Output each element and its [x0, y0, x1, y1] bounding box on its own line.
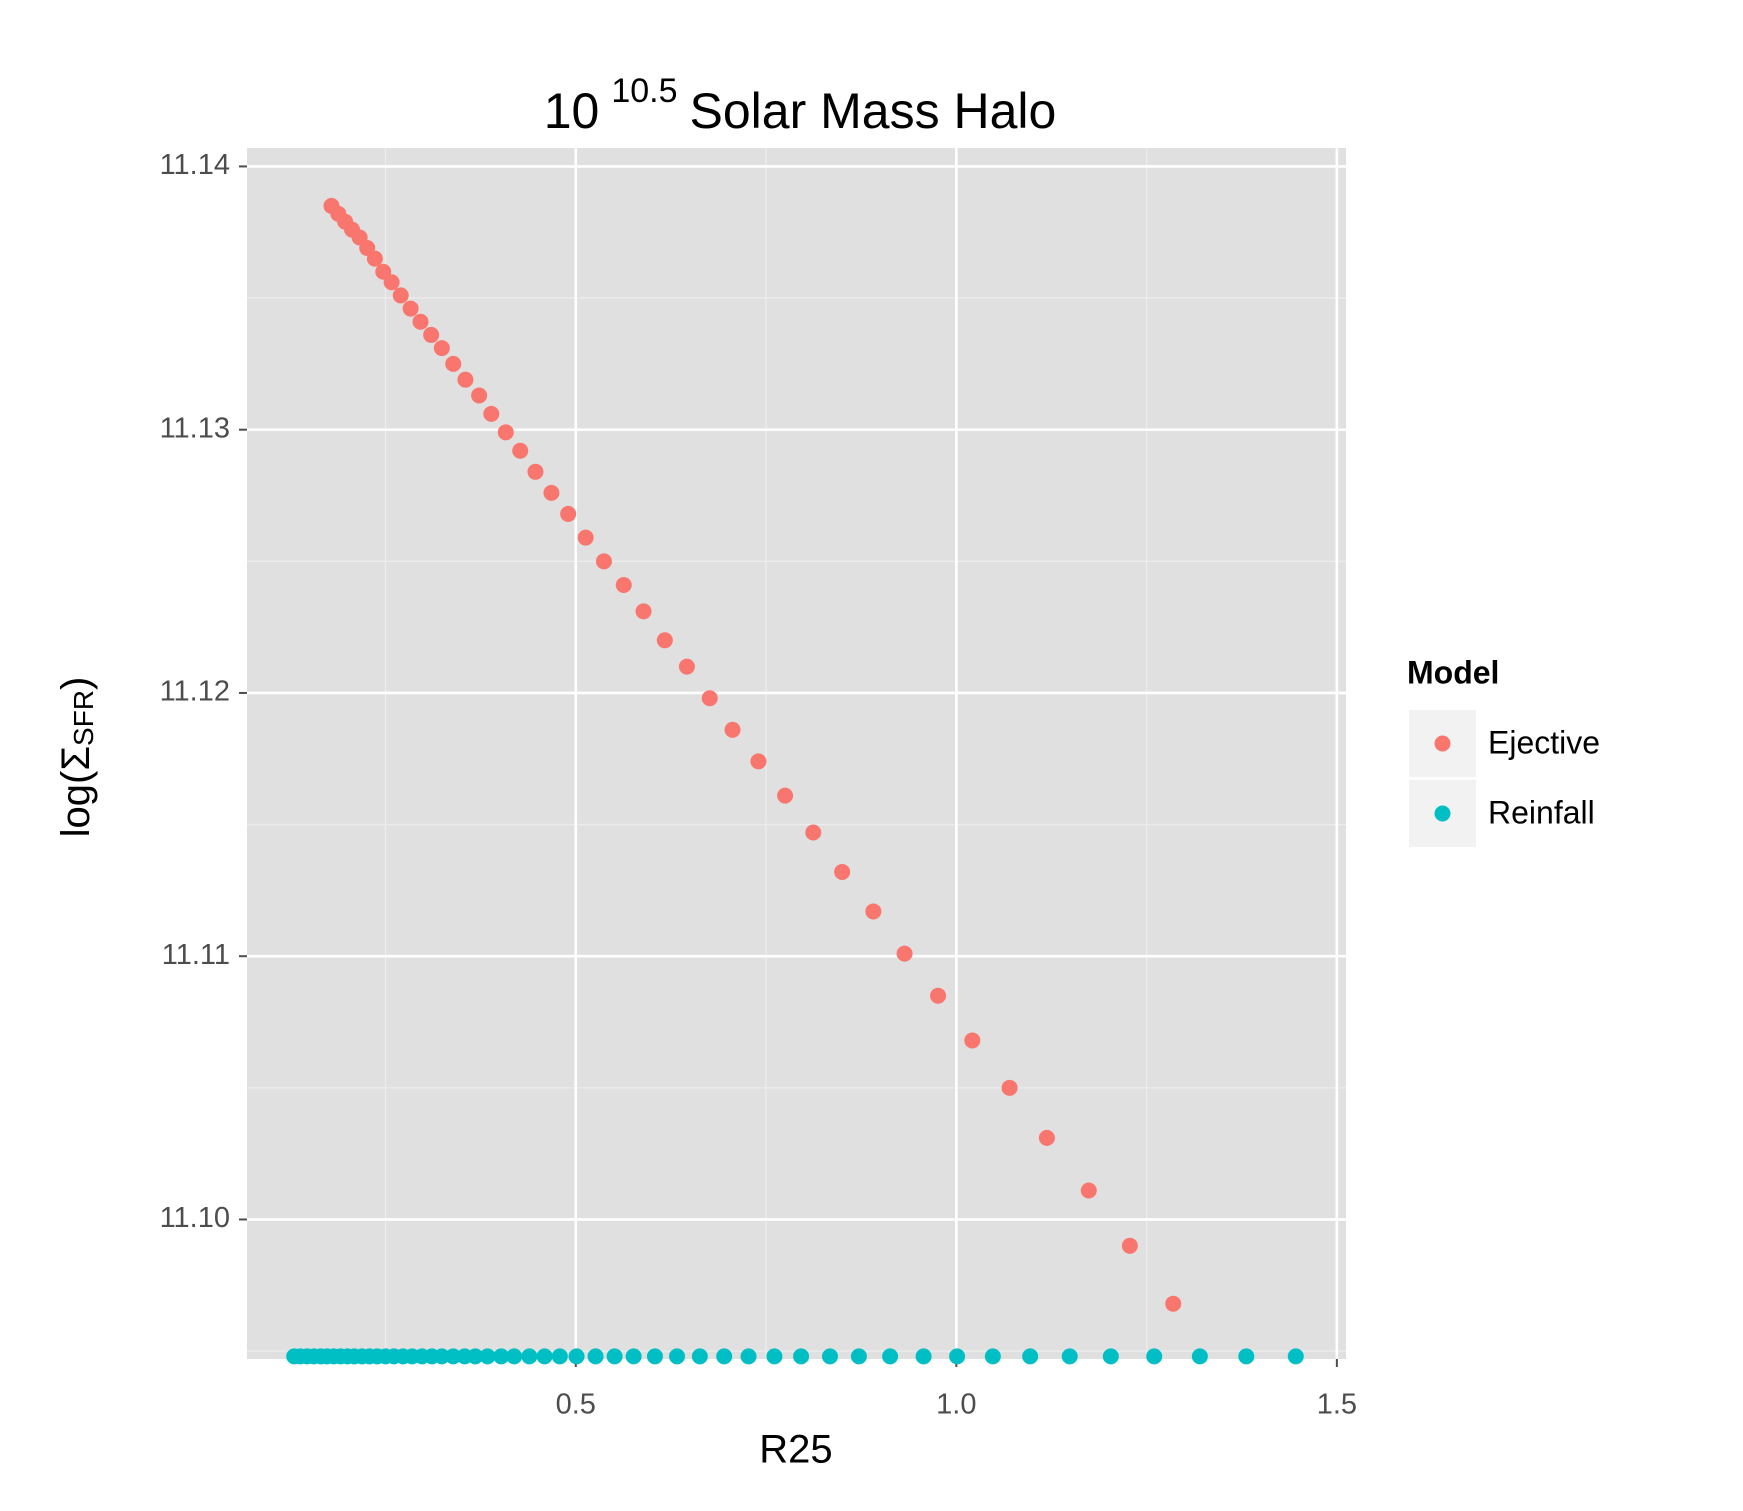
- x-tick-label: 1.0: [936, 1389, 976, 1421]
- y-axis-title: log(ΣSFR): [54, 677, 100, 838]
- data-point: [1080, 1182, 1097, 1199]
- data-point: [445, 1348, 462, 1365]
- chart-title: 10 10.5 Solar Mass Halo: [544, 72, 1057, 139]
- data-point: [560, 505, 577, 522]
- data-point: [512, 442, 529, 459]
- data-point: [716, 1348, 733, 1365]
- data-point: [1102, 1348, 1119, 1365]
- data-point: [740, 1348, 757, 1365]
- y-axis-title-main: log(Σ: [54, 746, 98, 837]
- title-superscript: 10.5: [611, 72, 677, 110]
- data-point: [392, 287, 409, 304]
- data-point: [615, 577, 632, 594]
- data-point: [467, 1348, 484, 1365]
- data-point: [606, 1348, 623, 1365]
- data-point: [493, 1348, 510, 1365]
- data-point: [964, 1032, 981, 1049]
- data-point: [483, 405, 500, 422]
- data-point: [521, 1348, 538, 1365]
- data-point: [1121, 1237, 1138, 1254]
- data-point: [543, 484, 560, 501]
- data-point: [834, 863, 851, 880]
- data-point: [1165, 1295, 1182, 1312]
- data-point: [551, 1348, 568, 1365]
- y-tick-label: 11.12: [160, 676, 230, 708]
- data-point: [1191, 1348, 1208, 1365]
- data-point: [412, 313, 429, 330]
- x-tick-label: 0.5: [556, 1389, 596, 1421]
- legend-marker: [1434, 735, 1451, 752]
- legend-marker: [1434, 805, 1451, 822]
- data-point: [805, 824, 822, 841]
- data-point: [777, 787, 794, 804]
- x-tick-label: 1.5: [1317, 1389, 1357, 1421]
- data-point: [656, 632, 673, 649]
- y-tick-label: 11.11: [162, 939, 230, 971]
- data-point: [865, 903, 882, 920]
- data-point: [506, 1348, 523, 1365]
- legend-title: Model: [1407, 654, 1499, 690]
- data-point: [457, 371, 474, 388]
- data-point: [366, 250, 383, 267]
- title-base: 10: [544, 83, 600, 139]
- data-point: [882, 1348, 899, 1365]
- data-point: [949, 1348, 966, 1365]
- y-tick-label: 11.10: [160, 1202, 230, 1234]
- data-point: [402, 300, 419, 317]
- data-point: [1001, 1079, 1018, 1096]
- data-point: [536, 1348, 553, 1365]
- data-point: [527, 463, 544, 480]
- data-point: [587, 1348, 604, 1365]
- legend-label: Reinfall: [1488, 794, 1595, 830]
- data-point: [577, 529, 594, 546]
- data-point: [915, 1348, 932, 1365]
- data-point: [568, 1348, 585, 1365]
- data-point: [669, 1348, 686, 1365]
- data-point: [930, 987, 947, 1004]
- title-rest: Solar Mass Halo: [690, 83, 1057, 139]
- data-point: [1287, 1348, 1304, 1365]
- data-point: [701, 690, 718, 707]
- data-point: [821, 1348, 838, 1365]
- data-point: [793, 1348, 810, 1365]
- data-point: [595, 553, 612, 570]
- data-point: [635, 603, 652, 620]
- data-point: [691, 1348, 708, 1365]
- y-tick-label: 11.14: [160, 149, 230, 181]
- data-point: [896, 945, 913, 962]
- data-point: [678, 658, 695, 675]
- data-point: [750, 753, 767, 770]
- data-point: [766, 1348, 783, 1365]
- data-point: [497, 424, 514, 441]
- data-point: [1022, 1348, 1039, 1365]
- data-point: [984, 1348, 1001, 1365]
- grid: [247, 148, 1346, 1359]
- data-point: [1038, 1129, 1055, 1146]
- legend-label: Ejective: [1488, 724, 1600, 760]
- data-point: [445, 355, 462, 372]
- y-axis-title-close: ): [54, 677, 98, 690]
- data-point: [423, 326, 440, 343]
- data-point: [383, 274, 400, 291]
- data-point: [433, 1348, 450, 1365]
- data-point: [724, 721, 741, 738]
- data-point: [625, 1348, 642, 1365]
- data-point: [471, 387, 488, 404]
- data-point: [433, 340, 450, 357]
- y-tick-label: 11.13: [160, 412, 230, 444]
- data-point: [646, 1348, 663, 1365]
- data-point: [850, 1348, 867, 1365]
- plot-panel: [247, 148, 1346, 1359]
- x-axis-title: R25: [759, 1428, 832, 1472]
- data-point: [479, 1348, 496, 1365]
- data-point: [1146, 1348, 1163, 1365]
- data-point: [1238, 1348, 1255, 1365]
- data-point: [1061, 1348, 1078, 1365]
- y-axis-title-subscript: SFR: [68, 690, 99, 746]
